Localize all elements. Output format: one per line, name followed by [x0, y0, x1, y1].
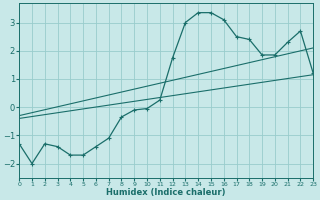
X-axis label: Humidex (Indice chaleur): Humidex (Indice chaleur)	[107, 188, 226, 197]
